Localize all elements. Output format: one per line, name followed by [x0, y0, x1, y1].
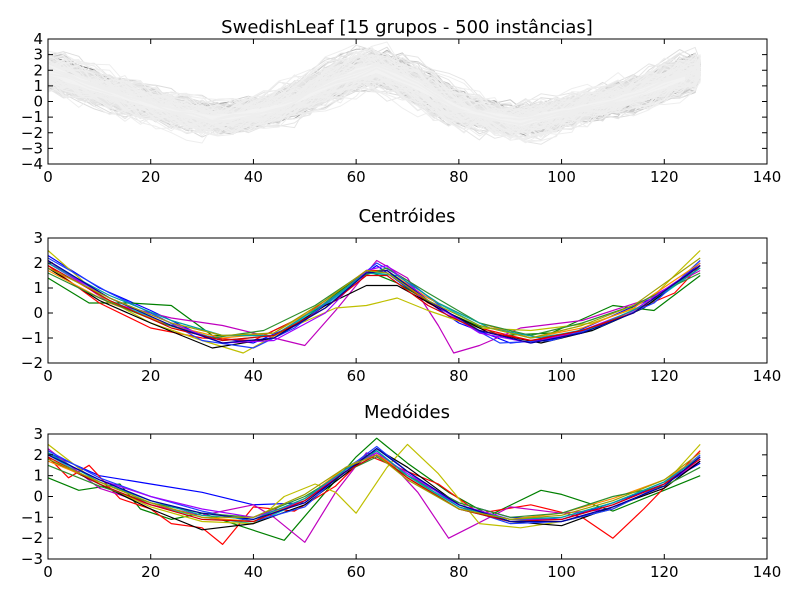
series-layer [47, 41, 701, 145]
x-tick-label: 20 [141, 367, 160, 385]
y-tick-label: 3 [33, 229, 43, 247]
series-line [47, 257, 701, 339]
y-tick-label: −1 [21, 508, 43, 526]
series-line [47, 452, 701, 520]
x-tick-label: 60 [347, 563, 366, 581]
y-tick-label: 2 [33, 446, 43, 464]
series-line [47, 257, 701, 349]
y-tick-label: −3 [21, 139, 43, 157]
tick-layer: 0 20 40 60 80 100 120 140 −3 −2 −1 0 1 2 3 [21, 425, 781, 581]
series-line [47, 448, 701, 523]
y-tick-label: 0 [33, 304, 43, 322]
x-tick-label: 120 [650, 168, 679, 186]
y-tick-label: −4 [21, 155, 43, 173]
x-tick-label: 140 [753, 367, 782, 385]
x-tick-label: 120 [650, 563, 679, 581]
x-tick-label: 60 [347, 367, 366, 385]
y-tick-label: 0 [33, 93, 43, 111]
x-tick-label: 40 [244, 563, 263, 581]
panel-title: Centróides [358, 206, 455, 227]
series-line [47, 456, 701, 518]
series-line [47, 63, 701, 132]
series-line [47, 65, 686, 125]
swedishleaf-panel: SwedishLeaf [15 grupos - 500 instâncias]… [21, 17, 781, 186]
x-tick-label: 0 [43, 367, 53, 385]
centroides-panel: Centróides 0 20 40 60 80 100 120 140 −2 −1 0 1 2 3 [21, 206, 781, 385]
x-tick-label: 40 [244, 367, 263, 385]
y-tick-label: 2 [33, 254, 43, 272]
x-tick-label: 20 [141, 563, 160, 581]
x-tick-label: 80 [449, 563, 468, 581]
series-line [47, 450, 701, 545]
x-tick-label: 80 [449, 168, 468, 186]
medoides-panel: Medóides 0 20 40 60 80 100 120 140 −3 −2 −1 0 1 2 3 [21, 402, 781, 581]
y-tick-label: −1 [21, 329, 43, 347]
x-tick-label: 120 [650, 367, 679, 385]
x-tick-label: 20 [141, 168, 160, 186]
y-tick-label: 0 [33, 488, 43, 506]
plot-frame [47, 237, 768, 364]
y-tick-label: 1 [33, 467, 43, 485]
series-line [47, 53, 701, 125]
series-layer [47, 437, 701, 545]
series-line [47, 450, 701, 520]
series-layer [47, 250, 701, 354]
y-tick-label: −1 [21, 108, 43, 126]
x-tick-label: 60 [347, 168, 366, 186]
series-line [47, 437, 701, 541]
x-tick-label: 80 [449, 367, 468, 385]
panel-title: Medóides [364, 402, 450, 423]
y-tick-label: −2 [21, 529, 43, 547]
x-tick-label: 140 [753, 168, 782, 186]
series-line [47, 57, 701, 141]
x-tick-label: 40 [244, 168, 263, 186]
x-tick-label: 0 [43, 563, 53, 581]
y-tick-label: 1 [33, 279, 43, 297]
x-tick-label: 100 [547, 168, 576, 186]
x-tick-label: 140 [753, 563, 782, 581]
tick-layer: 0 20 40 60 80 100 120 140 −2 −1 0 1 2 3 [21, 229, 781, 385]
series-line [47, 61, 701, 125]
x-tick-label: 100 [547, 367, 576, 385]
series-line [47, 264, 701, 342]
panel-title: SwedishLeaf [15 grupos - 500 instâncias] [221, 17, 593, 38]
series-line [47, 48, 701, 142]
y-tick-label: 1 [33, 77, 43, 95]
series-line [47, 445, 701, 525]
y-tick-label: 2 [33, 61, 43, 79]
y-tick-label: 3 [33, 46, 43, 64]
x-tick-label: 100 [547, 563, 576, 581]
y-tick-label: 3 [33, 425, 43, 443]
y-tick-label: −2 [21, 124, 43, 142]
y-tick-label: −3 [21, 550, 43, 568]
y-tick-label: −2 [21, 354, 43, 372]
x-tick-label: 0 [43, 168, 53, 186]
y-tick-label: 4 [33, 30, 43, 48]
